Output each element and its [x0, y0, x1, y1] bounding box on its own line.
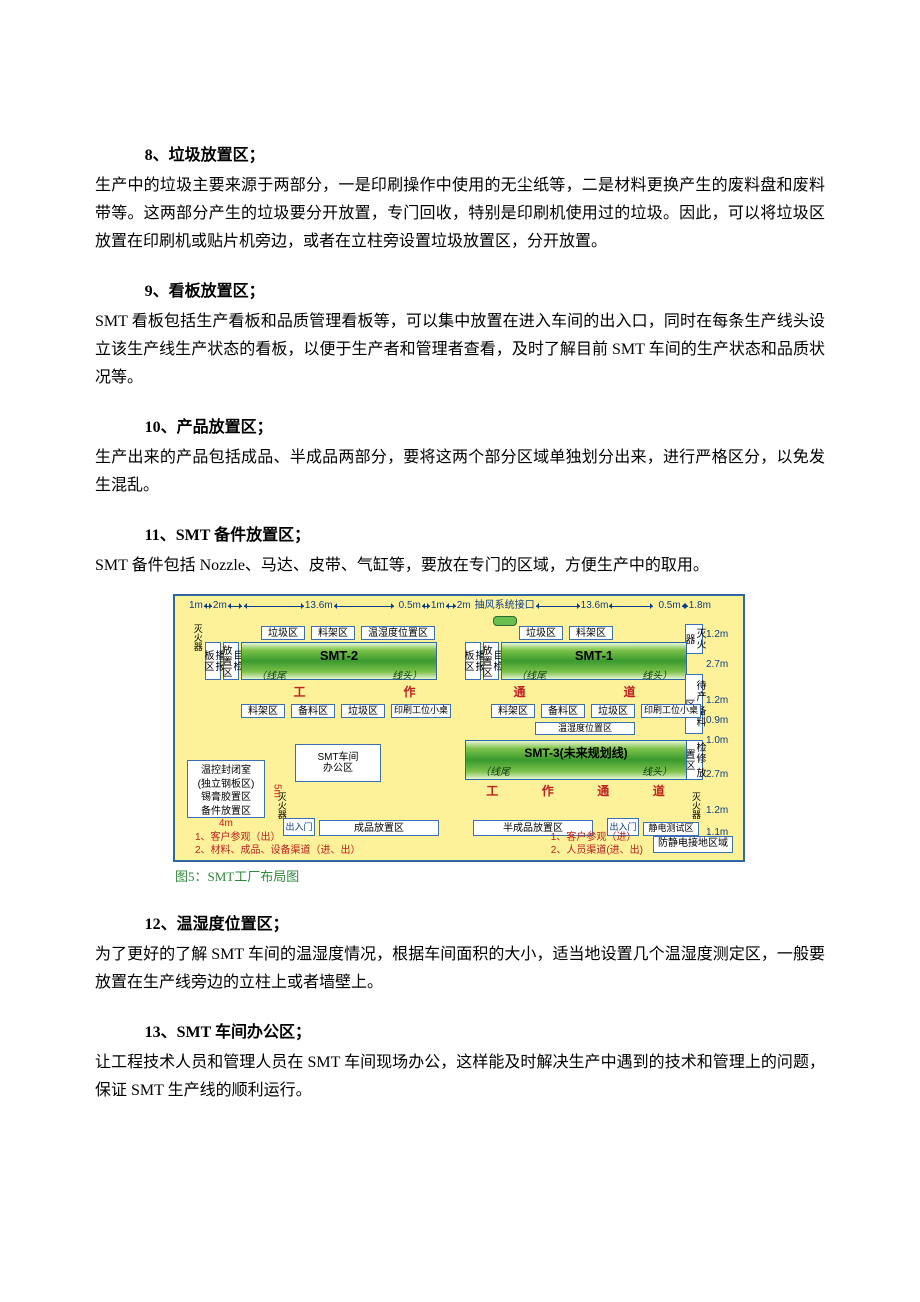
mzone-r-3: 印刷工位小桌 [641, 704, 701, 718]
vent-icon [493, 616, 517, 626]
heading-12: 12、温湿度位置区； [95, 911, 825, 939]
smt-line-2: SMT-2 （线尾线头） [241, 642, 437, 680]
notes-row: 1、客户参观（出） 2、材料、成品、设备渠道（进、出） 1、客户参观（进） 2、… [195, 832, 733, 857]
body-11: SMT 备件包括 Nozzle、马达、皮带、气缸等，要放在专门的区域，方便生产中… [95, 552, 825, 580]
office-zone: SMT车间 办公区 [295, 744, 381, 782]
corr-u-0: 工 [293, 682, 306, 703]
note-l-1: 2、材料、成品、设备渠道（进、出） [195, 845, 361, 858]
note-r-0: 1、客户参观（进） [551, 832, 643, 845]
notes-left: 1、客户参观（出） 2、材料、成品、设备渠道（进、出） [195, 832, 361, 857]
rdim-3: 0.9m [706, 712, 728, 730]
dim-0_5a: 0.5m [399, 597, 421, 615]
figure-5: 1m 2m 13.6m 0.5m 1m 2m 抽风系统接口 13.6m 0.5m… [173, 594, 825, 889]
heading-11: 11、SMT 备件放置区； [95, 522, 825, 550]
mzone-l-1: 备料区 [291, 704, 335, 718]
mzone-l-3: 印刷工位小桌 [391, 704, 451, 718]
zone-rack-l: 料架区 [311, 626, 355, 640]
vzone-board-r: 播报 板区 [465, 642, 481, 680]
corridor-lower: 工 作 通 道 [465, 784, 687, 798]
rdim-5: 2.7m [706, 766, 728, 784]
document-page: 8、垃圾放置区； 生产中的垃圾主要来源于两部分，一是印刷操作中使用的无尘纸等，二… [0, 0, 920, 1171]
rdim-2: 1.2m [706, 692, 728, 710]
dim-1_8: 1.8m [689, 597, 711, 615]
dim-13_6b: 13.6m [581, 597, 609, 615]
heading-10: 10、产品放置区； [95, 414, 825, 442]
heading-13: 13、SMT 车间办公区； [95, 1019, 825, 1047]
dim-2mb: 2m [457, 597, 471, 615]
corr-l-3: 道 [653, 781, 666, 802]
smt2-title: SMT-2 [242, 645, 436, 668]
rdim-0: 1.2m [706, 626, 728, 644]
smt1-sub-r: 线头） [642, 668, 672, 686]
corr-l-1: 作 [542, 781, 555, 802]
left-room-0: 温控封闭室 [188, 764, 264, 778]
zone-temp-l: 温湿度位置区 [361, 626, 435, 640]
smt3-title: SMT-3(未来规划线) [466, 743, 686, 764]
corridor-upper: 工 作 通 道 [245, 684, 685, 700]
left-room-h: 5m [268, 784, 286, 798]
vzone-board-l: 播报 板区 [205, 642, 221, 680]
vzone-inspect-r2: 检修 放置区 [685, 740, 703, 780]
mzone-l-0: 料架区 [241, 704, 285, 718]
smt3-sub-r: 线头） [642, 764, 672, 782]
fire-bottom-right: 灭火器 [687, 792, 703, 819]
fire-top-right: 灭火器 [685, 624, 703, 654]
notes-right: 1、客户参观（进） 2、人员渠道(进、出) [551, 832, 643, 857]
smt3-sub-l: （线尾 [480, 764, 510, 782]
smt1-title: SMT-1 [502, 645, 686, 668]
heading-9: 9、看板放置区； [95, 278, 825, 306]
body-8: 生产中的垃圾主要来源于两部分，一是印刷操作中使用的无尘纸等，二是材料更换产生的废… [95, 172, 825, 256]
corr-u-3: 道 [623, 682, 636, 703]
mzone-l-2: 垃圾区 [341, 704, 385, 718]
vent-label: 抽风系统接口 [475, 597, 535, 615]
heading-8: 8、垃圾放置区； [95, 142, 825, 170]
smt-line-3: SMT-3(未来规划线) （线尾 线头） [465, 740, 687, 780]
body-9: SMT 看板包括生产看板和品质管理看板等，可以集中放置在进入车间的出入口，同时在… [95, 308, 825, 392]
left-sealed-room: 温控封闭室 (独立钢板区) 锡膏胶置区 备件放置区 [187, 760, 265, 818]
mzone-r-2: 垃圾区 [591, 704, 635, 718]
mzone-r-1: 备料区 [541, 704, 585, 718]
smt2-sub-l: （线尾 [256, 668, 286, 686]
smt-line-1: SMT-1 （线尾线头） [501, 642, 687, 680]
corr-u-2: 通 [513, 682, 526, 703]
mzone-r-0: 料架区 [491, 704, 535, 718]
dim-13_6a: 13.6m [305, 597, 333, 615]
corr-l-2: 通 [597, 781, 610, 802]
note-r-1: 2、人员渠道(进、出) [551, 845, 643, 858]
vzone-inspect-l: 目检 放置区 [223, 642, 239, 680]
figure-caption: 图5：SMT工厂布局图 [175, 866, 825, 889]
rdim-6: 1.2m [706, 802, 728, 820]
vzone-inspect-r: 目检 放置区 [483, 642, 499, 680]
left-room-2: 锡膏胶置区 [188, 791, 264, 805]
mzone-r-temp: 温湿度位置区 [535, 722, 635, 735]
dim-0_5b: 0.5m [658, 597, 680, 615]
rdim-1: 2.7m [706, 656, 728, 674]
note-l-0: 1、客户参观（出） [195, 832, 361, 845]
body-12: 为了更好的了解 SMT 车间的温湿度情况，根据车间面积的大小，适当地设置几个温湿… [95, 941, 825, 997]
zone-trash-r: 垃圾区 [519, 626, 563, 640]
left-room-w: 4m [219, 815, 233, 833]
top-dimension-row: 1m 2m 13.6m 0.5m 1m 2m 抽风系统接口 13.6m 0.5m… [175, 596, 743, 614]
corr-l-0: 工 [486, 781, 499, 802]
rdim-4: 1.0m [706, 732, 728, 750]
left-room-1: (独立钢板区) [188, 778, 264, 792]
esd-ground-chip: 防静电接地区域 [653, 836, 733, 853]
body-13: 让工程技术人员和管理人员在 SMT 车间现场办公，这样能及时解决生产中遇到的技术… [95, 1049, 825, 1105]
layout-diagram: 1m 2m 13.6m 0.5m 1m 2m 抽风系统接口 13.6m 0.5m… [173, 594, 745, 862]
zone-trash-l: 垃圾区 [261, 626, 305, 640]
corr-u-1: 作 [403, 682, 416, 703]
body-10: 生产出来的产品包括成品、半成品两部分，要将这两个部分区域单独划分出来，进行严格区… [95, 444, 825, 500]
zone-rack-r: 料架区 [569, 626, 613, 640]
